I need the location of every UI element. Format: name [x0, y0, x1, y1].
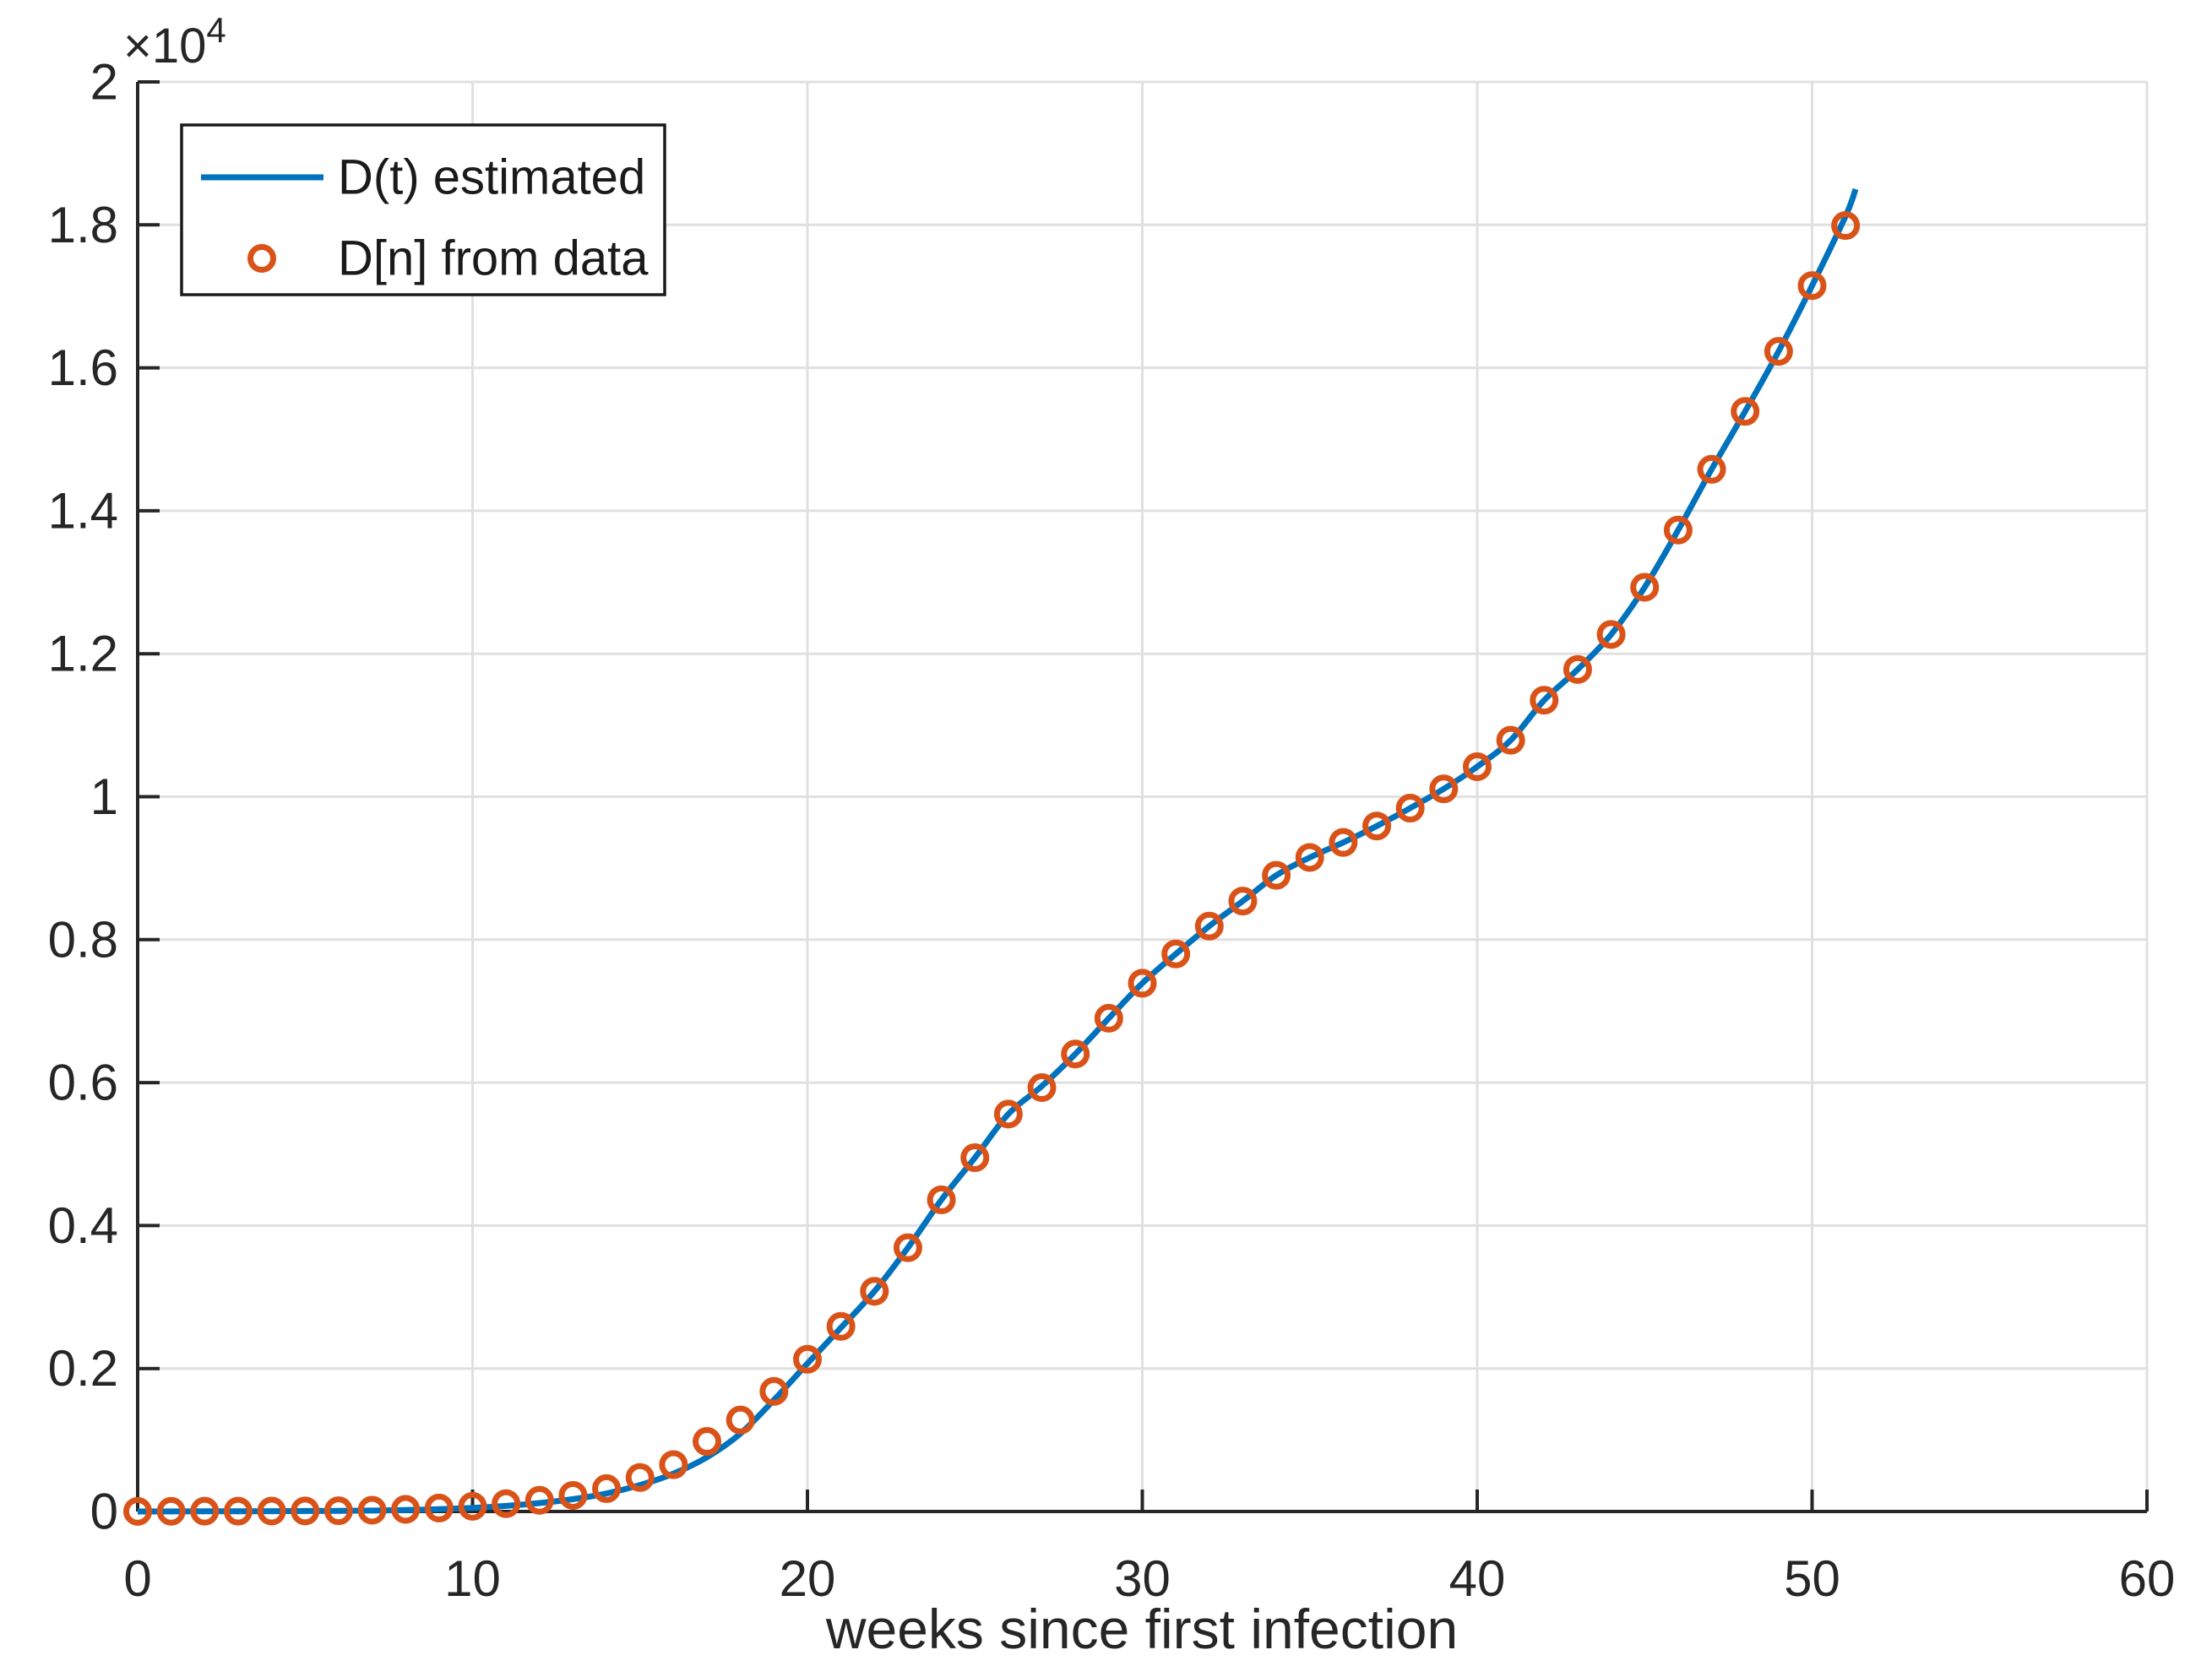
data-point-marker — [323, 1496, 353, 1526]
y-tick-label: 0.4 — [48, 1197, 118, 1254]
data-point-marker — [726, 1405, 755, 1435]
x-tick-label: 60 — [2119, 1550, 2176, 1607]
data-point-marker — [291, 1496, 320, 1526]
legend: D(t) estimated D[n] from data — [180, 123, 666, 296]
y-tick-label: 1.8 — [48, 197, 118, 253]
data-point-marker — [458, 1491, 487, 1521]
data-point-marker — [1496, 725, 1525, 755]
y-tick-label: 2 — [90, 54, 118, 111]
data-point-marker — [357, 1495, 387, 1525]
data-point-marker — [223, 1496, 253, 1526]
data-point-marker — [156, 1496, 186, 1526]
data-point-marker — [1362, 811, 1392, 841]
data-point-marker — [1094, 1003, 1123, 1033]
data-point-marker — [1731, 397, 1760, 426]
y-tick-label: 0.8 — [48, 911, 118, 968]
data-point-marker — [391, 1495, 421, 1524]
data-point-marker — [993, 1099, 1023, 1129]
data-point-marker — [1630, 573, 1660, 602]
data-point-marker — [693, 1427, 722, 1457]
data-point-marker — [524, 1485, 554, 1515]
data-point-marker — [893, 1233, 922, 1262]
data-point-marker — [1797, 271, 1827, 301]
legend-marker-sample — [247, 244, 276, 273]
data-point-marker — [1395, 794, 1425, 823]
tick-labels: 0 10 20 30 40 50 60 0 0.2 0.4 0.6 0.8 1 1.2 1.4 1.6 1.8 2 — [48, 54, 2176, 1608]
y-tick-label: 1.6 — [48, 339, 118, 396]
y-tick-label: 1.4 — [48, 482, 118, 539]
x-tick-label: 30 — [1114, 1550, 1171, 1607]
data-point-marker — [1530, 686, 1559, 715]
data-point-marker — [492, 1489, 521, 1518]
data-point-marker — [123, 1496, 152, 1526]
data-point-marker — [558, 1480, 588, 1510]
data-point-marker — [1563, 654, 1592, 684]
x-tick-label: 40 — [1449, 1550, 1506, 1607]
data-point-marker — [1663, 515, 1693, 545]
tick-marks — [136, 80, 2149, 1513]
data-point-marker — [1596, 620, 1626, 649]
data-point-marker — [625, 1463, 655, 1492]
y-tick-label: 0.6 — [48, 1055, 118, 1111]
y-tick-label: 1 — [90, 768, 118, 825]
data-point-marker — [1697, 454, 1726, 484]
y-tick-label: 0.2 — [48, 1340, 118, 1397]
data-point-marker — [1128, 969, 1157, 998]
data-point-marker — [1329, 828, 1358, 857]
x-tick-label: 10 — [444, 1550, 501, 1607]
data-point-marker — [1295, 843, 1324, 872]
data-point-marker — [759, 1376, 789, 1406]
data-point-marker — [826, 1311, 856, 1341]
data-point-marker — [1831, 211, 1861, 241]
estimated-curve — [137, 187, 1859, 1515]
data-point-marker — [960, 1142, 990, 1172]
exponent-base: ×10 — [123, 19, 206, 73]
data-series — [123, 187, 1861, 1526]
data-point-marker — [659, 1450, 688, 1479]
y-axis-exponent-label: ×104 — [123, 10, 226, 73]
data-point-marker — [1463, 752, 1492, 781]
data-point-marker — [1228, 887, 1258, 916]
data-point-marker — [1161, 939, 1191, 969]
data-point-marker — [1262, 860, 1291, 890]
data-point-marker — [1027, 1073, 1057, 1103]
data-point-marker — [424, 1493, 454, 1522]
grid-lines — [138, 80, 2149, 1511]
data-point-marker — [1429, 774, 1459, 804]
x-tick-label: 20 — [780, 1550, 836, 1607]
data-point-marker — [592, 1473, 622, 1503]
data-point-marker — [1194, 911, 1224, 941]
data-point-marker — [927, 1185, 956, 1214]
data-point-marker — [860, 1277, 889, 1306]
x-tick-label: 0 — [123, 1550, 151, 1607]
x-axis-label: weeks since first infection — [825, 1598, 1458, 1660]
y-tick-label: 0 — [90, 1484, 118, 1540]
data-point-marker — [257, 1496, 286, 1526]
legend-entry-data: D[n] from data — [338, 231, 649, 286]
exponent-power: 4 — [206, 10, 226, 50]
data-point-marker — [190, 1496, 220, 1526]
data-point-marker — [793, 1344, 822, 1374]
x-tick-label: 50 — [1784, 1550, 1840, 1607]
legend-box — [180, 123, 666, 296]
y-tick-label: 1.2 — [48, 626, 118, 682]
data-point-marker — [1061, 1039, 1090, 1069]
data-point-marker — [1764, 337, 1793, 366]
legend-entry-estimated: D(t) estimated — [338, 150, 645, 205]
